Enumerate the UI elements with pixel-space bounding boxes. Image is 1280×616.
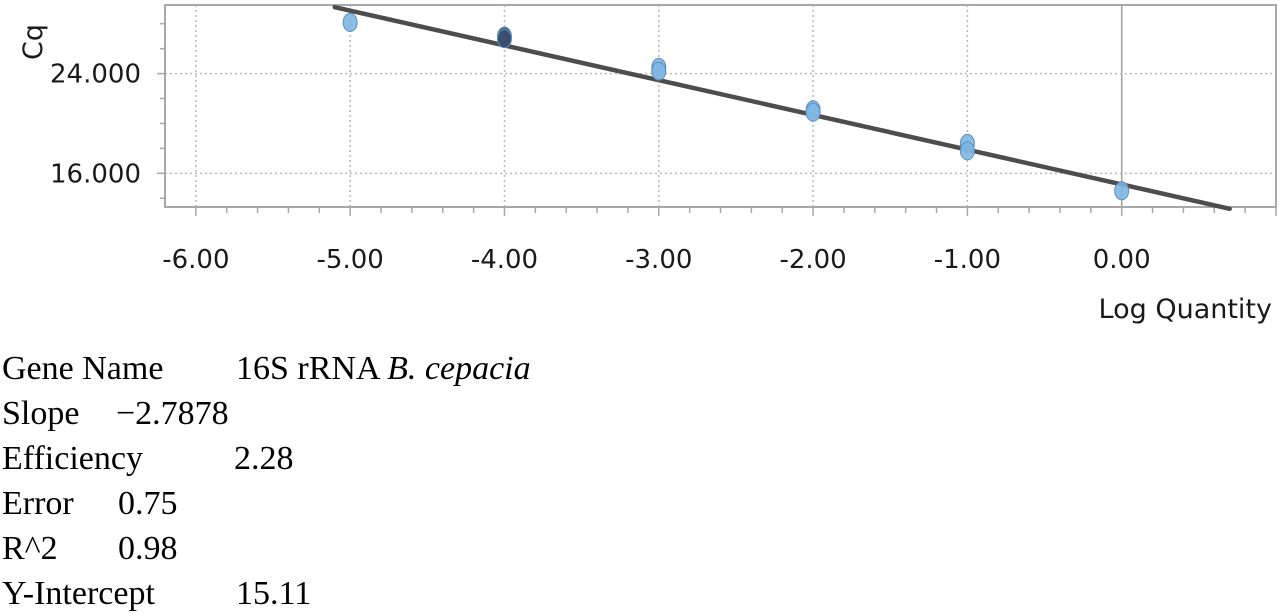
x-axis-title: Log Quantity: [1099, 294, 1273, 325]
error-value: 0.75: [118, 485, 178, 522]
axis-ticks: [157, 22, 1277, 216]
gene-name-value: 16S rRNA B. cepacia: [236, 346, 531, 391]
efficiency-label: Efficiency: [2, 440, 143, 477]
plot-frame: [164, 4, 1277, 208]
data-point: [1114, 181, 1130, 201]
data-point: [959, 141, 975, 161]
y-tick-label: 24.000: [50, 60, 141, 90]
fit-line-layer: [332, 4, 1232, 212]
r-squared-value: 0.98: [118, 530, 178, 567]
x-tick-label: -5.00: [317, 245, 384, 275]
data-point: [651, 61, 667, 81]
slope-value: −2.7878: [116, 395, 229, 432]
r-squared-label: R^2: [2, 530, 58, 567]
gene-name-text: 16S rRNA: [236, 350, 379, 387]
gene-name-species: B. cepacia: [387, 350, 531, 387]
slope-label: Slope: [2, 395, 80, 432]
fit-line: [332, 4, 1232, 212]
data-point: [496, 29, 512, 49]
x-tick-label: 0.00: [1093, 245, 1151, 275]
data-points: [342, 12, 1130, 201]
efficiency-value: 2.28: [234, 440, 294, 477]
x-tick-label: -4.00: [471, 245, 538, 275]
x-tick-label: -6.00: [162, 245, 229, 275]
data-point: [805, 102, 821, 122]
x-tick-label: -1.00: [934, 245, 1001, 275]
x-tick-label: -3.00: [625, 245, 692, 275]
tick-labels: -6.00 -5.00 -4.00 -3.00 -2.00 -1.00 0.00 16.000…: [50, 60, 1151, 275]
y-intercept-label: Y-Intercept: [2, 575, 155, 612]
data-point: [342, 12, 358, 32]
y-intercept-value: 15.11: [236, 575, 312, 612]
grid: [165, 5, 1276, 207]
chart: -6.00 -5.00 -4.00 -3.00 -2.00 -1.00 0.00 16.000…: [18, 4, 1277, 325]
y-axis-title: Cq: [18, 24, 49, 60]
y-tick-label: 16.000: [50, 159, 141, 189]
x-tick-label: -2.00: [779, 245, 846, 275]
error-label: Error: [2, 485, 74, 522]
gene-name-label: Gene Name: [2, 350, 164, 387]
